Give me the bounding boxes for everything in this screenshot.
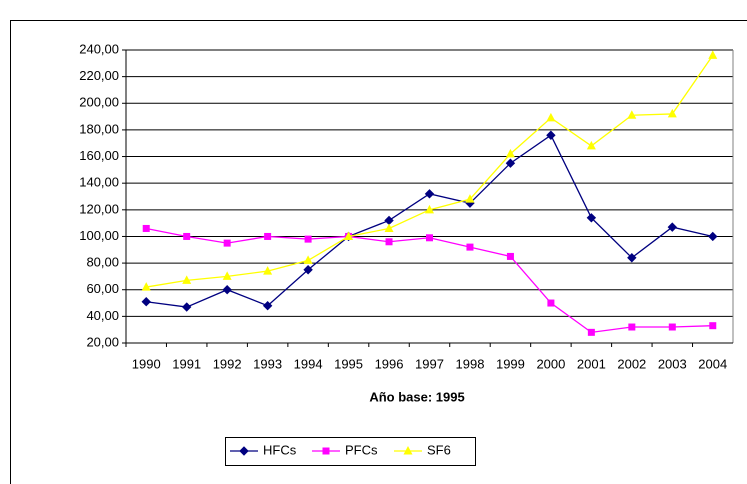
marker: [709, 322, 717, 330]
marker: [182, 275, 192, 284]
x-tick-label: 1994: [294, 356, 323, 371]
marker: [222, 271, 232, 280]
marker: [667, 108, 677, 118]
marker: [506, 252, 514, 260]
legend-marker: [322, 447, 330, 455]
marker: [546, 112, 556, 122]
marker: [465, 194, 475, 203]
x-tick-label: 1996: [375, 356, 404, 371]
chart-border: [10, 20, 747, 484]
marker: [466, 243, 474, 251]
y-tick-label: 180,00: [79, 121, 119, 136]
legend-marker: [403, 446, 413, 455]
y-tick-label: 220,00: [79, 68, 119, 83]
y-tick-label: 100,00: [79, 228, 119, 243]
marker: [304, 235, 312, 243]
marker: [627, 110, 637, 119]
marker: [425, 204, 434, 214]
y-tick-label: 80,00: [86, 255, 119, 270]
marker: [141, 297, 151, 307]
legend-label: SF6: [427, 442, 451, 457]
marker: [546, 130, 556, 140]
marker: [142, 224, 150, 232]
marker: [181, 302, 192, 312]
marker: [708, 50, 718, 59]
marker: [303, 255, 313, 264]
x-tick-label: 1997: [415, 356, 444, 371]
marker: [263, 266, 273, 275]
marker: [667, 222, 678, 232]
marker: [668, 323, 676, 331]
marker: [505, 148, 515, 158]
marker: [344, 231, 354, 240]
y-tick-label: 40,00: [86, 308, 119, 323]
legend: [225, 437, 476, 466]
marker: [587, 328, 595, 336]
marker: [384, 223, 394, 232]
marker: [264, 232, 272, 240]
y-tick-label: 120,00: [79, 201, 119, 216]
x-tick-label: 1990: [132, 356, 161, 371]
legend-label: PFCs: [345, 442, 378, 457]
x-tick-label: 1992: [213, 356, 242, 371]
y-tick-label: 60,00: [86, 281, 119, 296]
y-tick-label: 200,00: [79, 95, 119, 110]
marker: [426, 234, 433, 242]
y-tick-label: 140,00: [79, 175, 119, 190]
x-tick-label: 2000: [536, 356, 565, 371]
y-tick-label: 20,00: [86, 334, 119, 349]
marker: [303, 265, 313, 275]
marker: [262, 301, 273, 311]
legend-marker: [239, 446, 249, 456]
x-tick-label: 1998: [456, 356, 485, 371]
y-tick-label: 240,00: [79, 41, 119, 56]
marker: [505, 158, 516, 168]
legend-label: HFCs: [263, 442, 297, 457]
marker: [222, 285, 232, 295]
marker: [628, 323, 636, 331]
marker: [547, 299, 555, 307]
x-tick-label: 1995: [334, 356, 363, 371]
x-axis-title: Año base: 1995: [369, 389, 464, 404]
x-tick-label: 1991: [172, 356, 201, 371]
marker: [223, 239, 231, 247]
marker: [183, 232, 191, 240]
marker: [708, 231, 718, 242]
marker: [586, 140, 596, 150]
marker: [586, 213, 597, 223]
x-tick-label: 2002: [617, 356, 646, 371]
marker: [627, 253, 637, 263]
x-tick-label: 1999: [496, 356, 525, 371]
x-tick-label: 2004: [698, 356, 727, 371]
y-tick-label: 160,00: [79, 148, 119, 163]
marker: [424, 189, 435, 199]
x-tick-label: 2003: [658, 356, 687, 371]
marker: [141, 282, 151, 291]
x-tick-label: 1993: [253, 356, 282, 371]
marker: [385, 238, 393, 246]
x-tick-label: 2001: [577, 356, 606, 371]
